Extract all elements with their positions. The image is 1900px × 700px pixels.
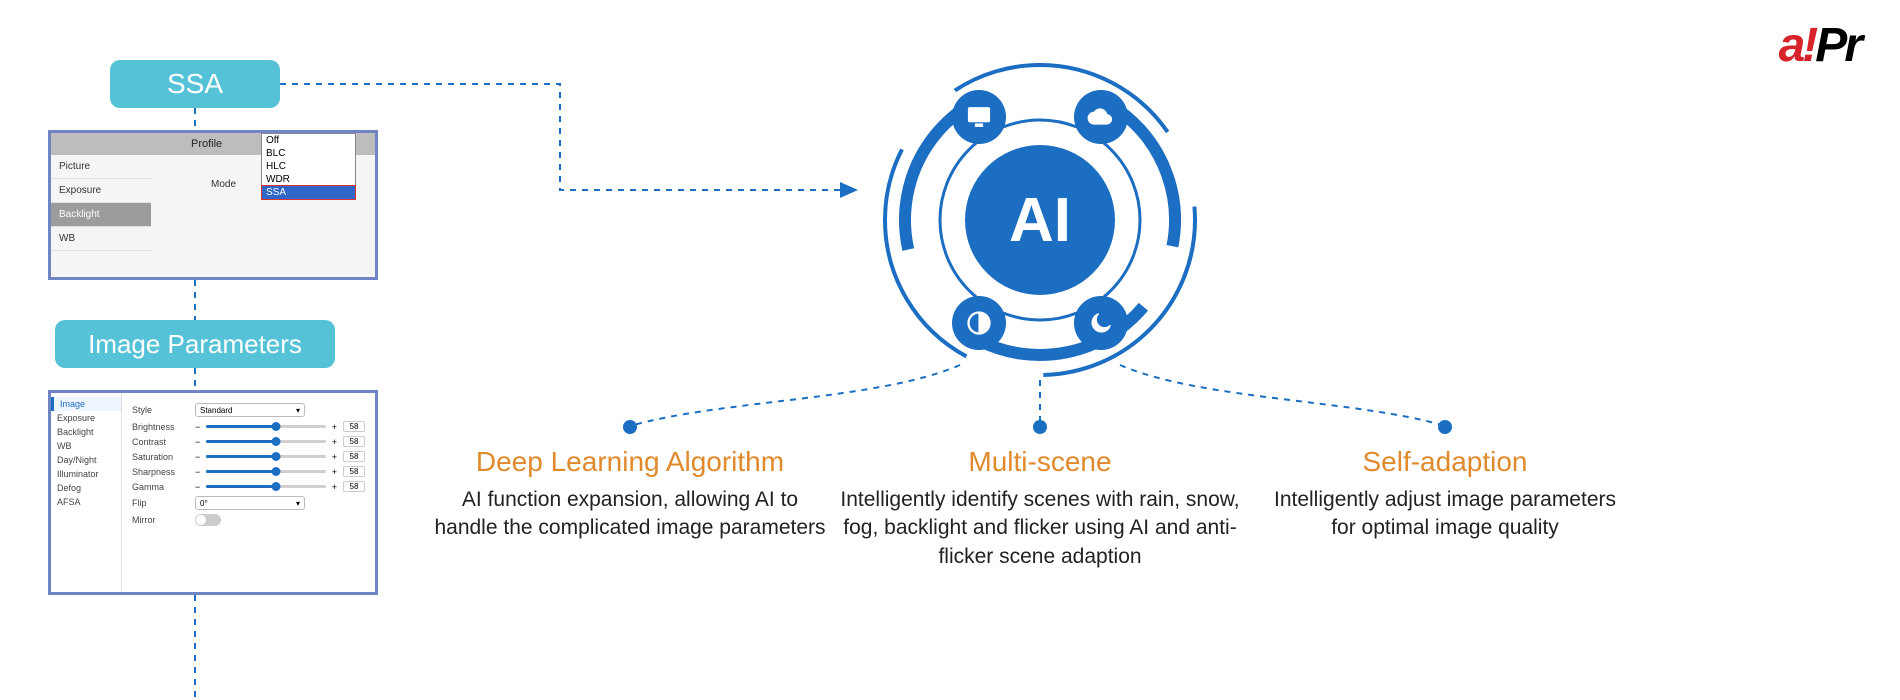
imgparam-badge: Image Parameters — [55, 320, 335, 368]
mirror-label: Mirror — [132, 515, 187, 525]
feature-dot — [1033, 420, 1047, 434]
feature-desc: Intelligently identify scenes with rain,… — [830, 486, 1250, 571]
slider-value: 58 — [343, 481, 365, 492]
slider-value: 58 — [343, 466, 365, 477]
feature-dot — [1438, 420, 1452, 434]
ssa-badge: SSA — [110, 60, 280, 108]
imgparam-tab-backlight[interactable]: Backlight — [51, 425, 121, 439]
ai-center: AI — [965, 145, 1115, 295]
imgparam-tab-illuminator[interactable]: Illuminator — [51, 467, 121, 481]
imgparam-tab-exposure[interactable]: Exposure — [51, 411, 121, 425]
imgparam-settings: Style Standard▾ Brightness −+58 Contrast −+… — [122, 393, 375, 592]
slider-label: Sharpness — [132, 467, 187, 477]
style-label: Style — [132, 405, 187, 415]
slider-row: Brightness −+58 — [132, 421, 365, 432]
cloud-icon — [1074, 90, 1128, 144]
imgparam-tab-image[interactable]: Image — [51, 397, 121, 411]
feature-multi-scene: Multi-scene Intelligently identify scene… — [830, 420, 1250, 571]
imgparam-side: Image Exposure Backlight WB Day/Night Il… — [51, 393, 122, 592]
mirror-toggle[interactable] — [195, 514, 221, 526]
imgparam-tab-defog[interactable]: Defog — [51, 481, 121, 495]
slider[interactable]: −+58 — [195, 451, 365, 462]
slider-label: Saturation — [132, 452, 187, 462]
imgparam-panel: Image Exposure Backlight WB Day/Night Il… — [48, 390, 378, 595]
imgparam-tab-wb[interactable]: WB — [51, 439, 121, 453]
feature-title: Multi-scene — [830, 446, 1250, 478]
imgparam-tab-daynight[interactable]: Day/Night — [51, 453, 121, 467]
brand-logo: a!Pr — [1779, 18, 1860, 73]
ssa-opt-blc[interactable]: BLC — [262, 147, 355, 160]
feature-title: Self-adaption — [1260, 446, 1630, 478]
monitor-icon — [952, 90, 1006, 144]
imgparam-tab-afsa[interactable]: AFSA — [51, 495, 121, 509]
slider-row: Saturation −+58 — [132, 451, 365, 462]
ssa-tab-backlight[interactable]: Backlight — [51, 203, 151, 227]
slider-label: Contrast — [132, 437, 187, 447]
ssa-tab-wb[interactable]: WB — [51, 227, 151, 251]
feature-title: Deep Learning Algorithm — [430, 446, 830, 478]
ssa-opt-hlc[interactable]: HLC — [262, 160, 355, 173]
slider[interactable]: −+58 — [195, 481, 365, 492]
slider-row: Gamma −+58 — [132, 481, 365, 492]
slider[interactable]: −+58 — [195, 436, 365, 447]
slider-label: Gamma — [132, 482, 187, 492]
slider-value: 58 — [343, 451, 365, 462]
chevron-down-icon: ▾ — [296, 499, 300, 508]
feature-desc: Intelligently adjust image parameters fo… — [1260, 486, 1630, 543]
ssa-tab-picture[interactable]: Picture — [51, 155, 151, 179]
ai-hub: AI — [880, 60, 1200, 380]
feature-self-adaption: Self-adaption Intelligently adjust image… — [1260, 420, 1630, 543]
slider-row: Sharpness −+58 — [132, 466, 365, 477]
ssa-opt-off[interactable]: Off — [262, 134, 355, 147]
ssa-opt-wdr[interactable]: WDR — [262, 173, 355, 186]
slider[interactable]: −+58 — [195, 466, 365, 477]
slider[interactable]: −+58 — [195, 421, 365, 432]
chevron-down-icon: ▾ — [296, 406, 300, 415]
ssa-mode-dropdown[interactable]: Off BLC HLC WDR SSA — [261, 133, 356, 200]
slider-row: Contrast −+58 — [132, 436, 365, 447]
flip-select[interactable]: 0°▾ — [195, 496, 305, 510]
ssa-tab-exposure[interactable]: Exposure — [51, 179, 151, 203]
ssa-opt-ssa[interactable]: SSA — [262, 186, 355, 199]
feature-deep-learning: Deep Learning Algorithm AI function expa… — [430, 420, 830, 543]
ssa-mode-label: Mode — [211, 179, 236, 190]
style-select[interactable]: Standard▾ — [195, 403, 305, 417]
ssa-panel: Profile Picture Exposure Backlight WB Mo… — [48, 130, 378, 280]
ssa-badge-label: SSA — [167, 68, 223, 100]
feature-dot — [623, 420, 637, 434]
slider-value: 58 — [343, 421, 365, 432]
imgparam-badge-label: Image Parameters — [88, 329, 302, 360]
flip-label: Flip — [132, 498, 187, 508]
slider-value: 58 — [343, 436, 365, 447]
moon-icon — [1074, 296, 1128, 350]
ssa-side-tabs: Picture Exposure Backlight WB — [51, 155, 151, 277]
slider-label: Brightness — [132, 422, 187, 432]
feature-desc: AI function expansion, allowing AI to ha… — [430, 486, 830, 543]
contrast-icon — [952, 296, 1006, 350]
